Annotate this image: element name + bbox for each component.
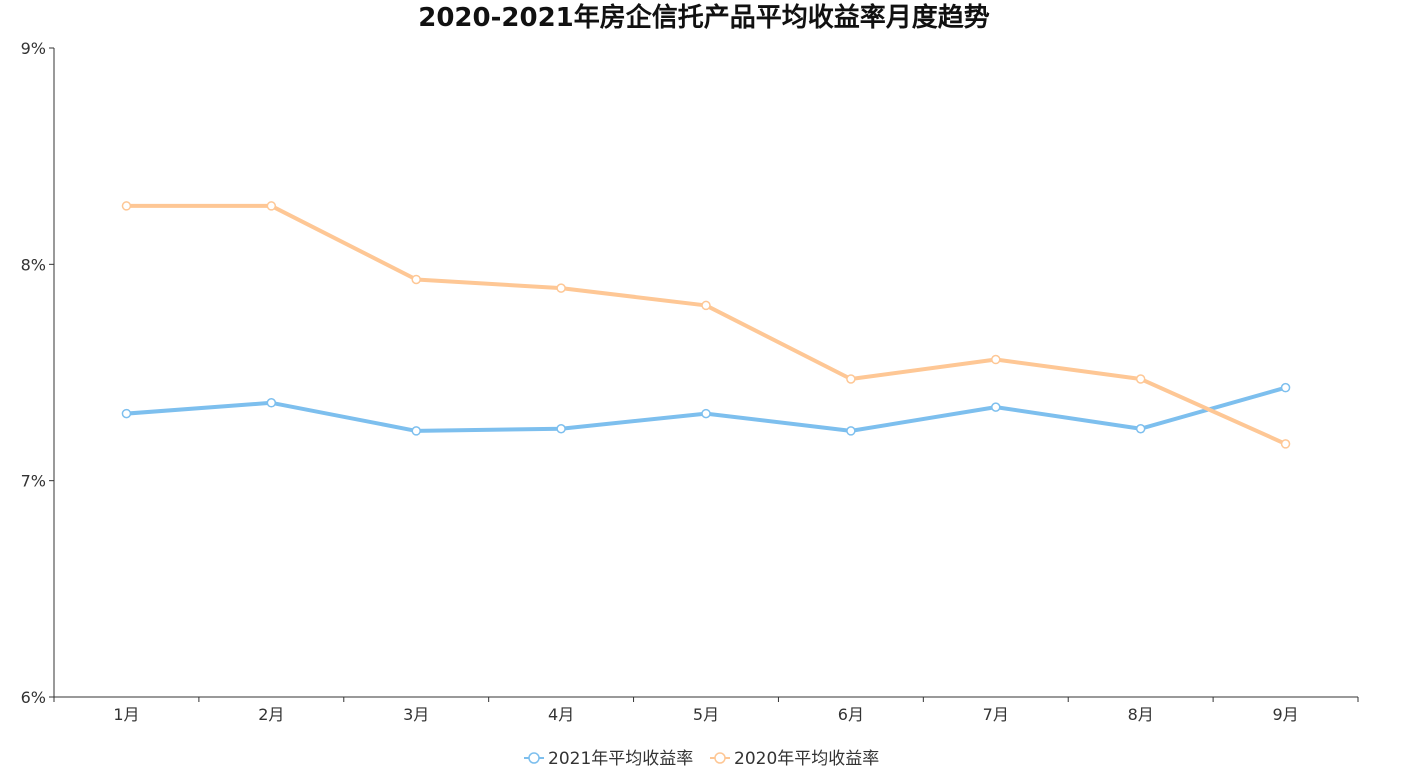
- x-tick-label: 1月: [113, 705, 139, 724]
- data-point[interactable]: [411, 274, 421, 285]
- legend-item[interactable]: 2020年平均收益率: [710, 749, 879, 769]
- legend-marker-icon: [528, 752, 540, 764]
- data-point[interactable]: [701, 300, 711, 311]
- data-point[interactable]: [1135, 423, 1146, 434]
- x-tick-label: 7月: [983, 705, 1009, 724]
- x-tick-label: 9月: [1272, 705, 1298, 724]
- data-point[interactable]: [991, 354, 1001, 365]
- legend-label: 2021年平均收益率: [548, 749, 693, 769]
- legend-marker-icon: [714, 752, 726, 764]
- series-layer: [121, 201, 1291, 449]
- data-point[interactable]: [846, 426, 856, 436]
- data-point[interactable]: [266, 398, 277, 408]
- legend-label: 2020年平均收益率: [734, 749, 879, 769]
- x-tick-label: 4月: [548, 705, 574, 724]
- data-point[interactable]: [121, 408, 132, 419]
- data-point[interactable]: [991, 402, 1001, 412]
- data-point[interactable]: [411, 426, 421, 436]
- data-point[interactable]: [121, 201, 132, 211]
- data-point[interactable]: [701, 408, 711, 419]
- data-point[interactable]: [1135, 374, 1146, 384]
- y-tick-label: 8%: [21, 255, 46, 274]
- data-point[interactable]: [846, 374, 856, 384]
- x-tick-label: 3月: [403, 705, 429, 724]
- series-2: [121, 201, 1291, 449]
- data-point[interactable]: [266, 201, 277, 211]
- data-point[interactable]: [556, 423, 566, 434]
- y-tick-label: 7%: [21, 472, 46, 491]
- y-tick-label: 6%: [21, 688, 46, 707]
- data-point[interactable]: [1280, 382, 1291, 393]
- legend-item[interactable]: 2021年平均收益率: [524, 749, 693, 769]
- legend[interactable]: 2021年平均收益率 2020年平均收益率: [524, 749, 879, 769]
- x-tick-label: 2月: [258, 705, 284, 724]
- data-point[interactable]: [556, 283, 566, 293]
- x-tick-label: 8月: [1128, 705, 1154, 724]
- x-tick-label: 6月: [838, 705, 864, 724]
- series-1: [121, 382, 1291, 436]
- axes: 6% 7% 8% 9% 1月 2月 3月 4月 5月 6月 7月 8月 9月: [21, 39, 1359, 724]
- x-tick-label: 5月: [693, 705, 719, 724]
- y-tick-label: 9%: [21, 39, 46, 58]
- data-point[interactable]: [1280, 439, 1291, 449]
- chart-title: 2020-2021年房企信托产品平均收益率月度趋势: [418, 2, 990, 33]
